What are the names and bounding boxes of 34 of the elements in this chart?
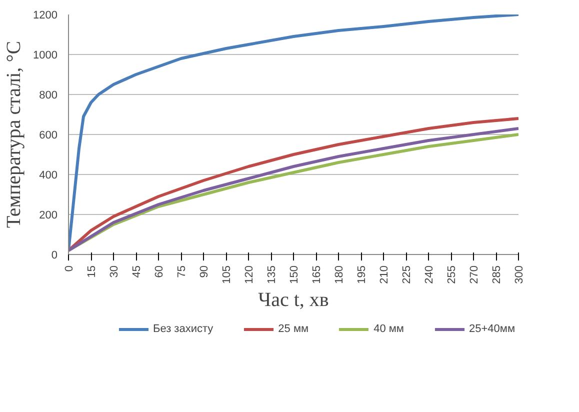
legend-label: 25 мм <box>278 323 309 335</box>
x-tick-label: 45 <box>131 265 143 278</box>
y-tick-label: 200 <box>39 210 58 222</box>
x-tick-label: 30 <box>108 265 120 278</box>
x-tick-label: 60 <box>154 265 166 278</box>
legend-label: 25+40мм <box>468 323 516 335</box>
x-tick-label: 0 <box>64 265 76 272</box>
x-tick-label: 225 <box>401 265 413 284</box>
y-axis-title: Температура сталі, °С <box>3 40 26 228</box>
x-tick-label: 210 <box>378 265 390 284</box>
x-tick-label: 15 <box>86 265 98 278</box>
x-tick-label: 105 <box>221 265 233 284</box>
x-tick-label: 150 <box>288 265 300 284</box>
y-tick-label: 400 <box>39 170 58 182</box>
legend-label: 40 мм <box>374 323 404 335</box>
y-tick-label: 1200 <box>33 10 58 22</box>
x-tick-label: 195 <box>356 265 368 284</box>
x-tick-label: 135 <box>266 265 278 284</box>
x-tick-label: 300 <box>514 265 526 284</box>
x-tick-label: 240 <box>424 265 436 284</box>
x-tick-label: 285 <box>491 265 503 284</box>
y-tick-label: 0 <box>51 250 58 262</box>
y-tick-label: 1000 <box>33 50 58 62</box>
y-tick-label: 600 <box>39 130 58 142</box>
x-tick-label: 255 <box>446 265 458 284</box>
x-tick-label: 270 <box>468 265 480 284</box>
legend-label: Без захисту <box>152 323 214 335</box>
x-axis-title: Час t, хв <box>258 288 329 311</box>
x-tick-label: 180 <box>334 265 346 284</box>
x-tick-label: 75 <box>176 265 188 278</box>
x-tick-label: 120 <box>244 265 256 284</box>
x-tick-label: 90 <box>198 265 210 278</box>
x-tick-label: 165 <box>311 265 323 284</box>
y-tick-label: 800 <box>39 90 58 102</box>
